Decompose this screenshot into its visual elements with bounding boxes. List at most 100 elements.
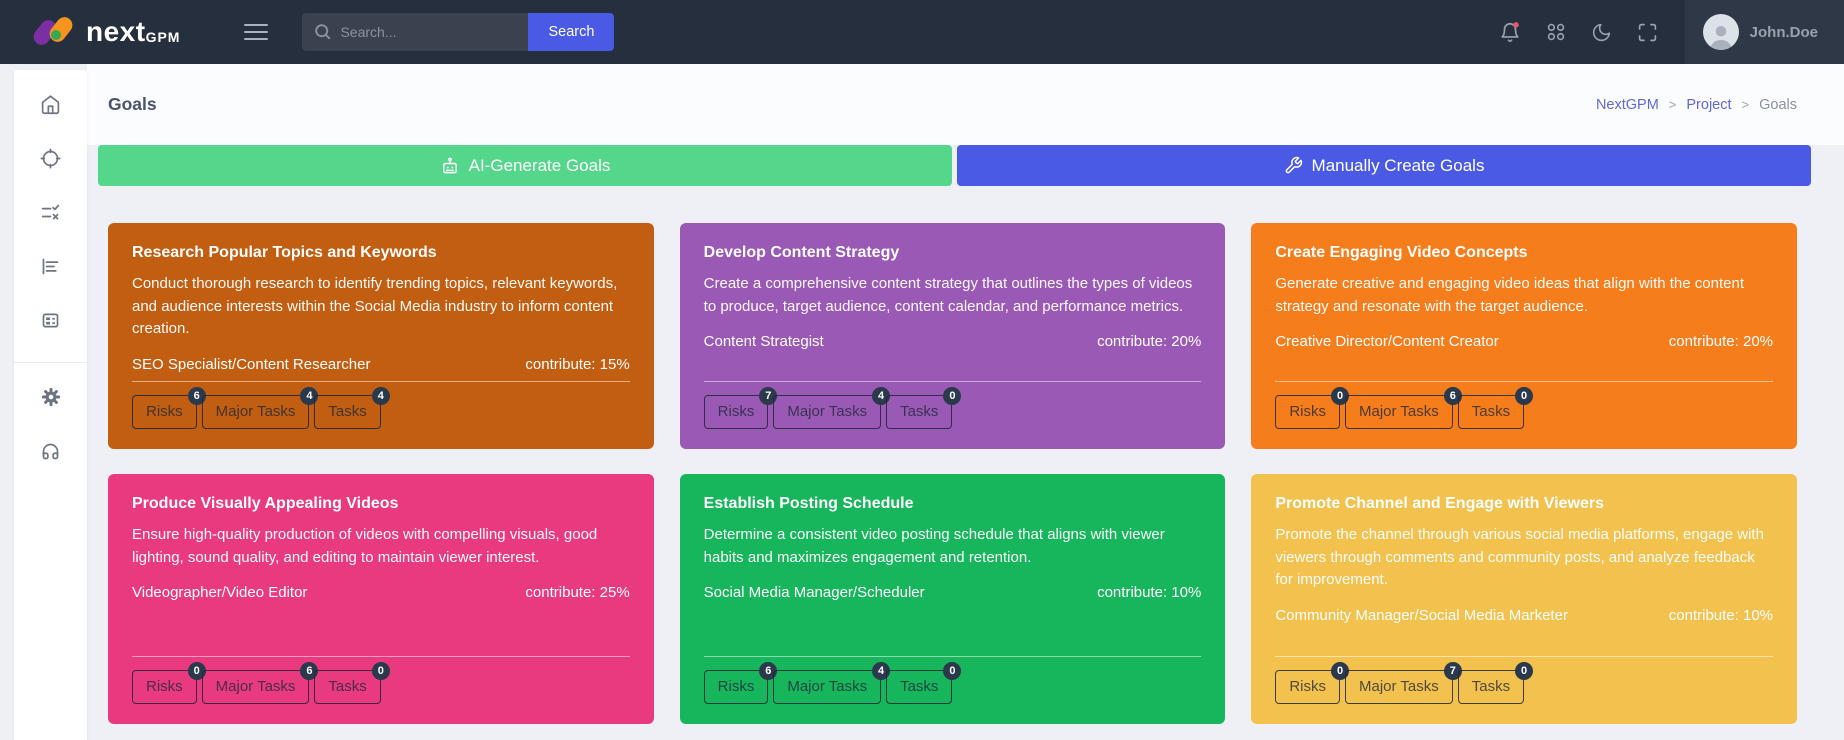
major-tasks-button[interactable]: Major Tasks 6 bbox=[1345, 387, 1462, 429]
goal-meta-row: Community Manager/Social Media Marketer … bbox=[1275, 607, 1773, 624]
sidebar-item-goals[interactable] bbox=[34, 142, 68, 174]
tasks-button[interactable]: Tasks 0 bbox=[886, 387, 962, 429]
major-tasks-label: Major Tasks bbox=[215, 678, 296, 695]
dark-mode-moon-icon[interactable] bbox=[1579, 9, 1625, 55]
search-button[interactable]: Search bbox=[528, 13, 615, 51]
sidebar-item-home[interactable] bbox=[34, 88, 68, 120]
goal-card[interactable]: Promote Channel and Engage with Viewers … bbox=[1251, 474, 1797, 724]
manually-create-goals-label: Manually Create Goals bbox=[1311, 155, 1485, 175]
tasks-button[interactable]: Tasks 0 bbox=[314, 662, 390, 704]
home-icon bbox=[41, 94, 60, 114]
tasks-button[interactable]: Tasks 0 bbox=[1457, 387, 1534, 429]
goal-chip-row: Risks 0 Major Tasks 6 Tasks 0 bbox=[1275, 387, 1773, 429]
breadcrumb-nextgpm[interactable]: NextGPM bbox=[1595, 96, 1659, 113]
major-tasks-button[interactable]: Major Tasks 4 bbox=[773, 387, 891, 429]
goal-description: Ensure high-quality production of videos… bbox=[132, 526, 598, 566]
risks-button[interactable]: Risks 6 bbox=[703, 662, 778, 704]
breadcrumb-project[interactable]: Project bbox=[1686, 96, 1732, 113]
goal-role: Content Strategist bbox=[703, 333, 824, 350]
goal-meta-row: SEO Specialist/Content Researcher contri… bbox=[132, 356, 630, 373]
tasks-label: Tasks bbox=[328, 403, 367, 420]
goal-card[interactable]: Develop Content Strategy Create a compre… bbox=[679, 223, 1226, 449]
goal-card-footer: Risks 6 Major Tasks 4 Tasks 4 bbox=[132, 381, 630, 429]
logo-text-sub: GPM bbox=[145, 29, 181, 45]
user-name: John.Doe bbox=[1749, 23, 1818, 41]
risks-button[interactable]: Risks 0 bbox=[132, 662, 206, 704]
risks-count-badge: 0 bbox=[1331, 662, 1349, 680]
ai-generate-goals-button[interactable]: AI-Generate Goals bbox=[98, 145, 952, 186]
goal-card-divider bbox=[703, 381, 1202, 382]
page-title: Goals bbox=[108, 94, 157, 114]
goal-chip-row: Risks 0 Major Tasks 7 Tasks 0 bbox=[1275, 662, 1773, 704]
goal-description: Generate creative and engaging video ide… bbox=[1275, 275, 1744, 315]
goal-description: Create a comprehensive content strategy … bbox=[703, 275, 1193, 315]
tasks-label: Tasks bbox=[1471, 403, 1511, 420]
goal-title: Develop Content Strategy bbox=[703, 244, 900, 261]
goals-grid: Research Popular Topics and Keywords Con… bbox=[108, 223, 1797, 724]
sidebar-item-support[interactable] bbox=[34, 435, 68, 467]
risks-button[interactable]: Risks 6 bbox=[132, 387, 206, 429]
tasks-button[interactable]: Tasks 4 bbox=[314, 387, 390, 429]
goal-contribute: contribute: 20% bbox=[1097, 333, 1202, 350]
goal-card[interactable]: Create Engaging Video Concepts Generate … bbox=[1251, 223, 1797, 449]
settings-gear-icon bbox=[41, 387, 60, 407]
sidebar-item-settings[interactable] bbox=[34, 381, 68, 413]
sidebar-item-report[interactable] bbox=[34, 250, 68, 282]
tasks-count-badge: 0 bbox=[943, 662, 962, 680]
manually-create-goals-button[interactable]: Manually Create Goals bbox=[957, 145, 1811, 186]
tasks-count-badge: 0 bbox=[1515, 387, 1534, 405]
risks-button[interactable]: Risks 0 bbox=[1275, 662, 1349, 704]
risks-button[interactable]: Risks 7 bbox=[703, 387, 778, 429]
top-navbar: next GPM Search bbox=[0, 0, 1844, 64]
user-menu[interactable]: John.Doe bbox=[1684, 0, 1844, 64]
nextgpm-logo-icon bbox=[30, 13, 78, 50]
tasks-count-badge: 0 bbox=[943, 387, 962, 405]
main-content: Goals NextGPM > Project > Goals AI-G bbox=[87, 64, 1844, 724]
breadcrumb-separator: > bbox=[1741, 97, 1750, 112]
sidebar-item-tasks[interactable] bbox=[34, 196, 68, 228]
support-headphones-icon bbox=[42, 443, 59, 459]
goal-chip-row: Risks 0 Major Tasks 6 Tasks 0 bbox=[132, 662, 630, 704]
search-input[interactable] bbox=[302, 13, 529, 51]
board-icon bbox=[42, 313, 59, 327]
target-icon bbox=[40, 147, 61, 169]
risks-label: Risks bbox=[146, 403, 183, 420]
risks-label: Risks bbox=[717, 403, 755, 420]
fullscreen-icon[interactable] bbox=[1625, 9, 1671, 55]
goal-actions-row: AI-Generate Goals Manually Create Goals bbox=[98, 145, 1811, 186]
major-tasks-button[interactable]: Major Tasks 7 bbox=[1345, 662, 1462, 704]
goal-role: Community Manager/Social Media Marketer bbox=[1275, 606, 1568, 624]
notifications-bell-icon[interactable] bbox=[1487, 9, 1533, 55]
goal-title: Promote Channel and Engage with Viewers bbox=[1275, 495, 1604, 512]
goal-chip-row: Risks 7 Major Tasks 4 Tasks 0 bbox=[703, 387, 1202, 429]
goal-meta-row: Creative Director/Content Creator contri… bbox=[1275, 333, 1773, 350]
risks-count-badge: 0 bbox=[1331, 387, 1349, 405]
sidebar-item-board[interactable] bbox=[34, 304, 68, 336]
goal-meta-row: Videographer/Video Editor contribute: 25… bbox=[132, 584, 630, 601]
risks-count-badge: 6 bbox=[187, 387, 206, 405]
major-tasks-button[interactable]: Major Tasks 4 bbox=[201, 387, 319, 429]
breadcrumb: NextGPM > Project > Goals bbox=[1596, 97, 1797, 113]
risks-count-badge: 7 bbox=[759, 387, 778, 405]
major-tasks-button[interactable]: Major Tasks 4 bbox=[773, 662, 891, 704]
goal-role: Creative Director/Content Creator bbox=[1275, 333, 1499, 350]
hamburger-menu-icon[interactable] bbox=[238, 18, 274, 47]
nextgpm-logo[interactable]: next GPM bbox=[30, 13, 181, 50]
goal-contribute: contribute: 20% bbox=[1668, 333, 1773, 350]
goal-card-divider bbox=[703, 656, 1202, 657]
tasks-label: Tasks bbox=[1471, 678, 1511, 695]
goal-card-divider bbox=[132, 656, 630, 657]
apps-grid-icon[interactable] bbox=[1533, 9, 1579, 55]
goal-card[interactable]: Produce Visually Appealing Videos Ensure… bbox=[108, 474, 654, 724]
gantt-report-icon bbox=[42, 258, 59, 274]
tasks-label: Tasks bbox=[328, 678, 367, 695]
major-tasks-button[interactable]: Major Tasks 6 bbox=[201, 662, 319, 704]
tasks-label: Tasks bbox=[900, 403, 939, 420]
risks-button[interactable]: Risks 0 bbox=[1275, 387, 1349, 429]
goal-card[interactable]: Research Popular Topics and Keywords Con… bbox=[108, 223, 654, 449]
tasks-button[interactable]: Tasks 0 bbox=[886, 662, 962, 704]
tasks-button[interactable]: Tasks 0 bbox=[1457, 662, 1534, 704]
risks-label: Risks bbox=[146, 678, 183, 695]
goal-card[interactable]: Establish Posting Schedule Determine a c… bbox=[679, 474, 1226, 724]
tasks-count-badge: 4 bbox=[371, 387, 390, 405]
